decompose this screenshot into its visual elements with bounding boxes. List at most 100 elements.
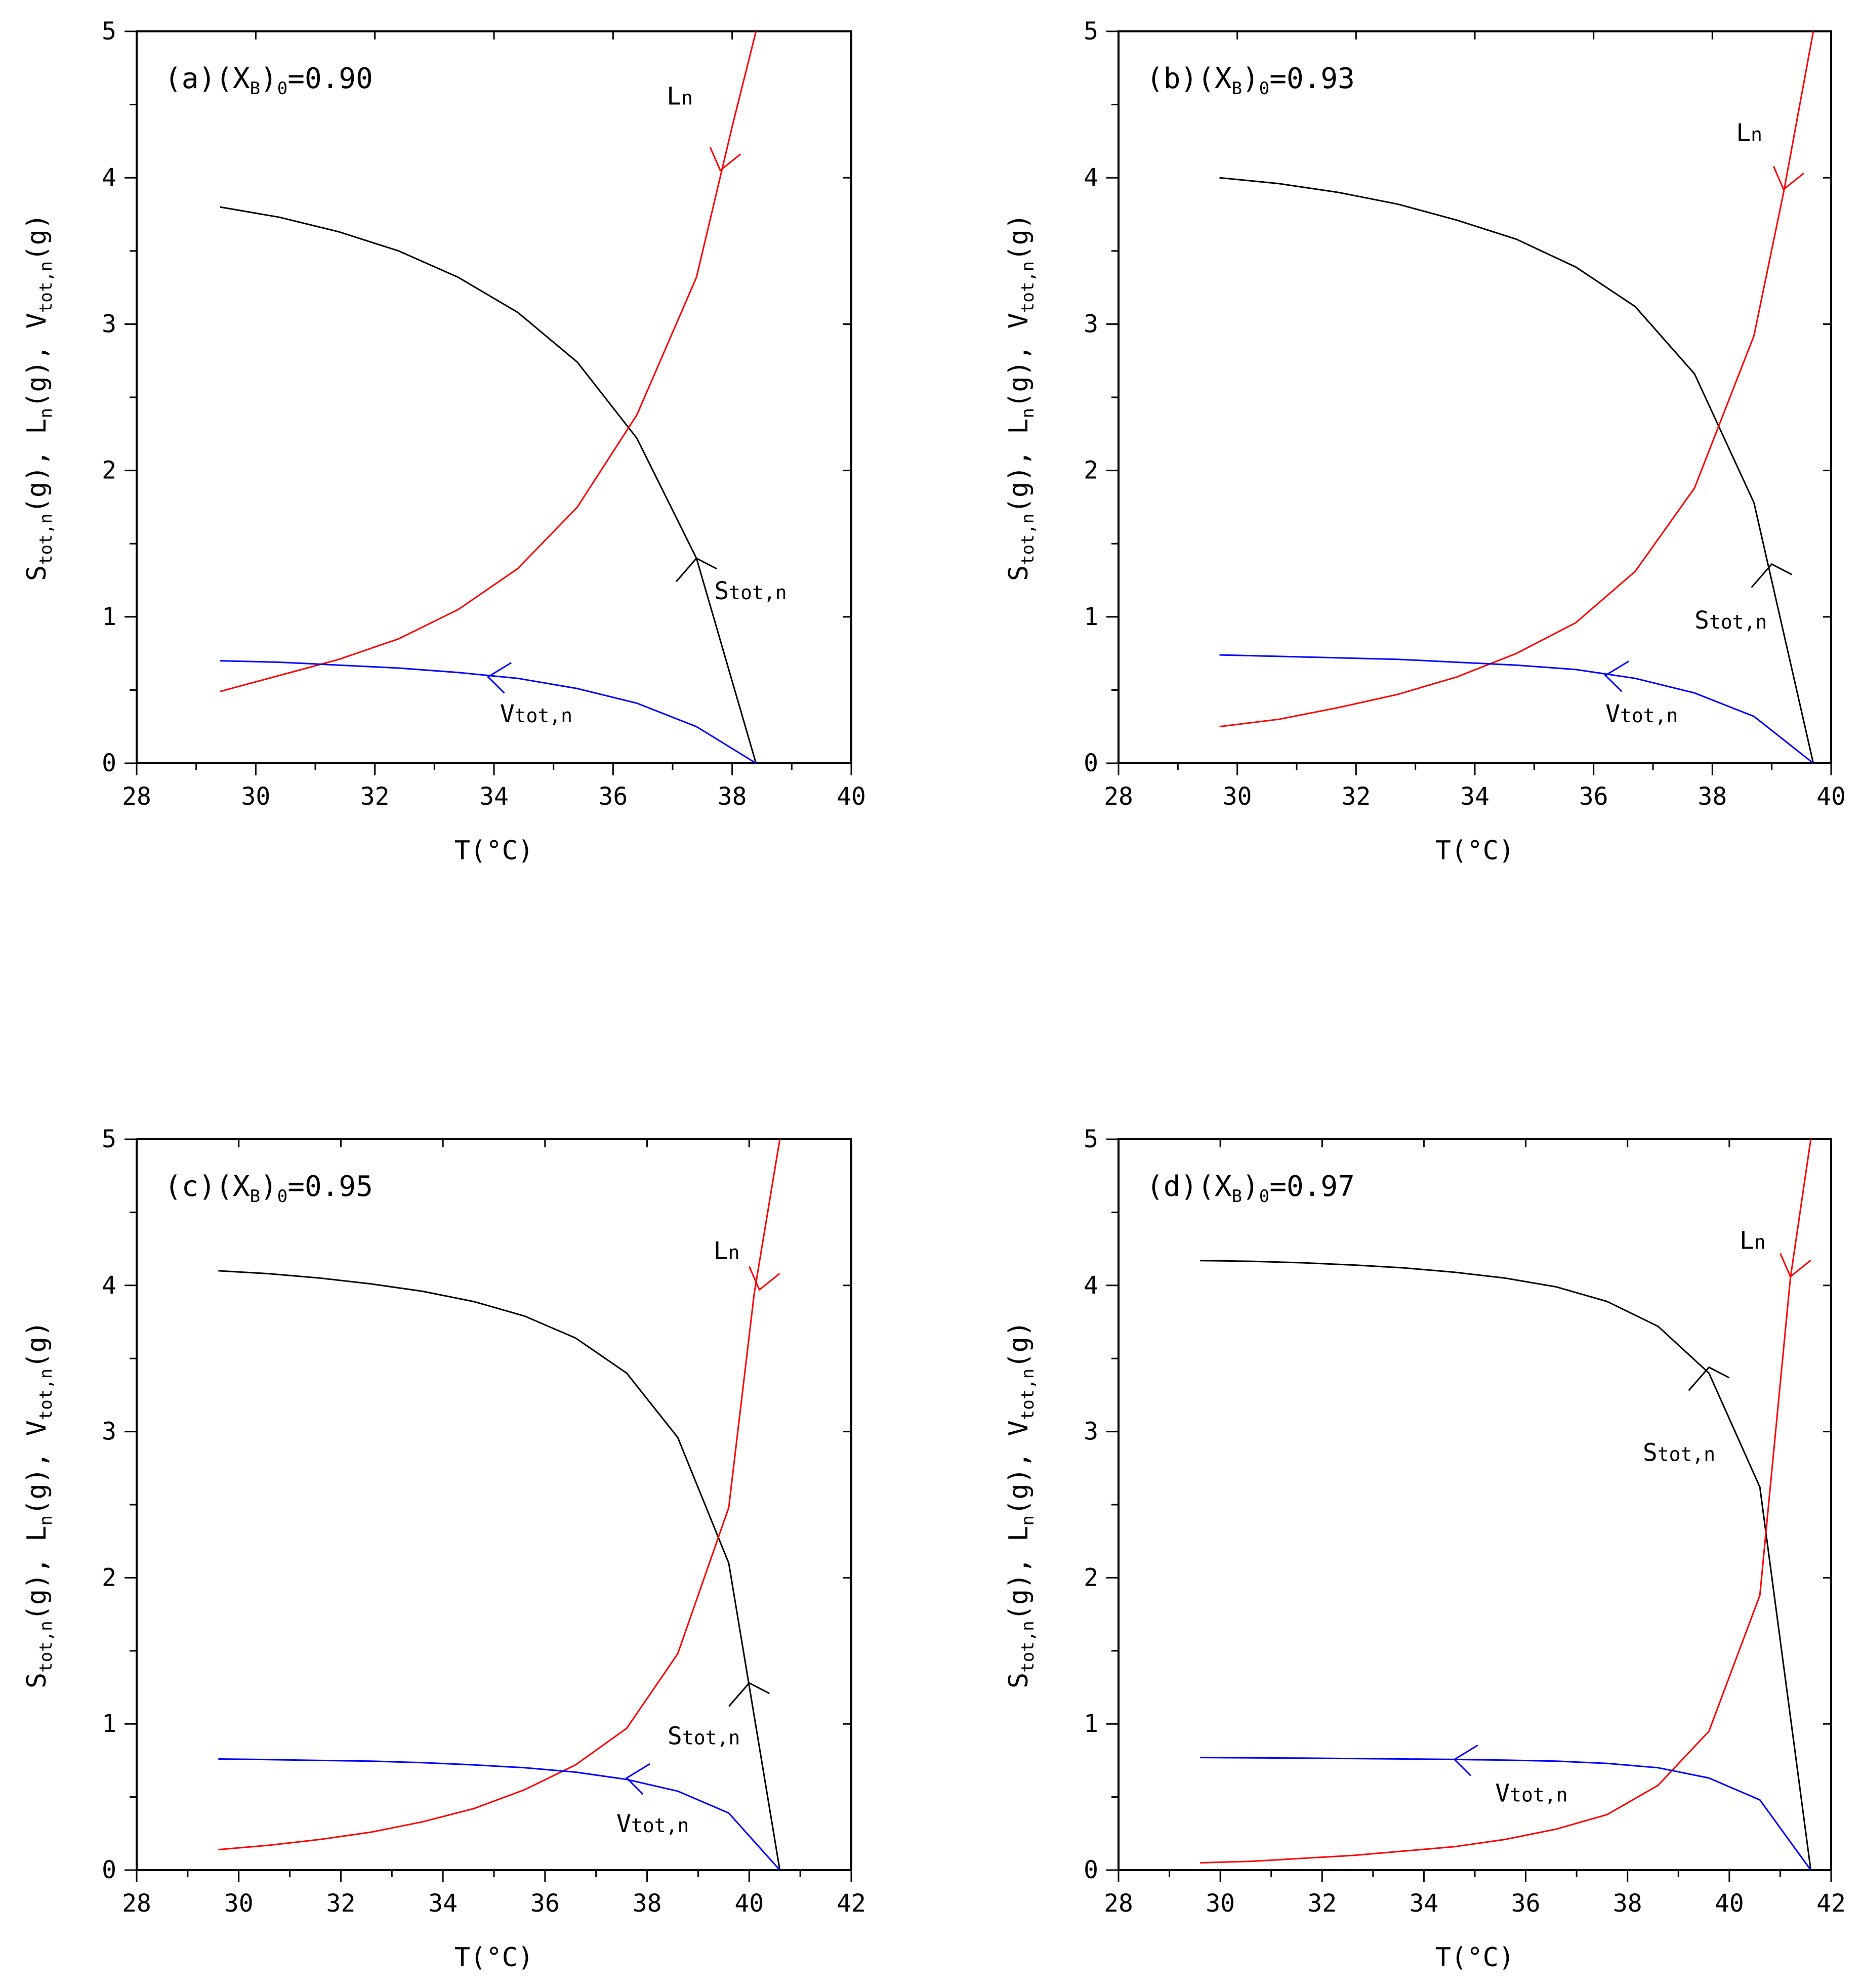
curve-label-ln: Ln — [1740, 1227, 1766, 1255]
y-tick-label: 0 — [102, 1856, 116, 1884]
series-arrow-vtotn — [1604, 660, 1629, 692]
x-axis-label: T(°C) — [1435, 1942, 1515, 1973]
y-tick-label: 5 — [102, 1125, 116, 1153]
y-tick-label: 2 — [102, 457, 116, 485]
x-tick-label: 30 — [1206, 1889, 1235, 1918]
curve-label-ln: Ln — [667, 82, 693, 111]
curve-label-vtotn: Vtot,n — [1495, 1779, 1567, 1807]
curve-label-stotn: Stot,n — [714, 577, 787, 605]
curve-label-stotn: Stot,n — [668, 1722, 740, 1751]
y-tick-label: 3 — [1084, 310, 1098, 338]
y-tick-label: 1 — [102, 603, 116, 631]
y-tick-label: 4 — [102, 1271, 116, 1300]
x-axis-label: T(°C) — [454, 836, 534, 866]
series-line-ln — [218, 1139, 781, 1851]
series-arrow-ln — [1780, 1253, 1811, 1278]
y-tick-label: 2 — [1084, 1563, 1098, 1592]
panel-condition-label: (b)(XB)0=0.93 — [1146, 62, 1355, 99]
series-line-ln — [1199, 1139, 1812, 1864]
curve-label-stotn: Stot,n — [1694, 606, 1767, 635]
series-line-vtotn — [1199, 1757, 1812, 1871]
series-arrow-vtotn — [625, 1763, 651, 1795]
series-line-ln — [1219, 31, 1814, 728]
y-tick-label: 3 — [102, 310, 116, 338]
y-tick-label: 2 — [1084, 457, 1098, 485]
curve-label-ln: Ln — [714, 1237, 740, 1265]
curve-label-vtotn: Vtot,n — [500, 700, 572, 728]
x-tick-label: 38 — [1698, 782, 1727, 811]
x-tick-label: 38 — [633, 1889, 662, 1918]
panel-condition-label: (d)(XB)0=0.97 — [1146, 1170, 1355, 1207]
series-arrow-stotn — [1751, 563, 1793, 588]
y-tick-label: 1 — [1084, 1710, 1098, 1738]
series-arrow-vtotn — [486, 662, 512, 694]
series-arrow-stotn — [1688, 1366, 1730, 1391]
plot-frame — [136, 1138, 852, 1871]
x-tick-label: 38 — [1613, 1889, 1642, 1918]
y-tick-label: 5 — [102, 17, 116, 46]
x-tick-label: 30 — [224, 1889, 254, 1918]
curve-label-stotn: Stot,n — [1643, 1438, 1715, 1467]
x-tick-label: 34 — [1410, 1889, 1439, 1918]
y-tick-label: 5 — [1084, 17, 1098, 46]
series-arrow-stotn — [675, 557, 717, 583]
x-tick-label: 32 — [326, 1889, 356, 1918]
plot-frame — [1118, 30, 1832, 764]
x-tick-label: 36 — [1511, 1889, 1541, 1918]
x-tick-label: 32 — [1307, 1889, 1337, 1918]
panel-condition-label: (c)(XB)0=0.95 — [164, 1170, 373, 1207]
y-axis-label: Stot,n​(g), Ln​(g), Vtot,n​(g) — [1004, 214, 1038, 581]
y-axis-label: Stot,n​(g), Ln​(g), Vtot,n​(g) — [1004, 1321, 1038, 1688]
plot-frame — [136, 30, 852, 764]
y-tick-label: 5 — [1084, 1125, 1098, 1153]
y-tick-label: 1 — [1084, 603, 1098, 631]
x-tick-label: 28 — [122, 1889, 151, 1918]
series-arrow-ln — [709, 147, 741, 172]
series-line-stotn — [1199, 1260, 1812, 1871]
x-axis-label: T(°C) — [454, 1942, 534, 1973]
x-tick-label: 28 — [1104, 782, 1133, 811]
x-tick-label: 36 — [1579, 782, 1608, 811]
y-tick-label: 0 — [102, 749, 116, 777]
x-tick-label: 40 — [1715, 1889, 1744, 1918]
x-axis-label: T(°C) — [1435, 836, 1515, 866]
y-tick-label: 4 — [102, 163, 116, 192]
y-tick-label: 2 — [102, 1563, 116, 1592]
series-line-stotn — [1219, 177, 1814, 764]
x-tick-label: 36 — [530, 1889, 560, 1918]
series-line-ln — [220, 31, 757, 692]
x-tick-label: 40 — [734, 1889, 764, 1918]
panel-condition-label: (a)(XB)0=0.90 — [164, 62, 373, 99]
curve-label-ln: Ln — [1736, 119, 1762, 147]
series-line-stotn — [218, 1270, 781, 1871]
y-tick-label: 1 — [102, 1710, 116, 1738]
x-tick-label: 36 — [598, 782, 628, 811]
x-tick-label: 40 — [1816, 782, 1846, 811]
x-tick-label: 40 — [837, 782, 866, 811]
x-tick-label: 32 — [360, 782, 390, 811]
series-arrow-vtotn — [1453, 1745, 1478, 1776]
y-tick-label: 0 — [1084, 1856, 1098, 1884]
y-axis-label: Stot,n​(g), Ln​(g), Vtot,n​(g) — [22, 1321, 56, 1688]
x-tick-label: 28 — [122, 782, 151, 811]
y-tick-label: 3 — [1084, 1418, 1098, 1446]
series-arrow-ln — [1772, 165, 1805, 191]
series-arrow-stotn — [728, 1682, 770, 1707]
y-tick-label: 3 — [102, 1418, 116, 1446]
x-tick-label: 28 — [1104, 1889, 1133, 1918]
y-tick-label: 4 — [1084, 163, 1098, 192]
y-axis-label: Stot,n​(g), Ln​(g), Vtot,n​(g) — [22, 214, 56, 581]
x-tick-label: 30 — [241, 782, 270, 811]
curve-label-vtotn: Vtot,n — [1605, 700, 1678, 728]
x-tick-label: 34 — [479, 782, 509, 811]
x-tick-label: 32 — [1341, 782, 1371, 811]
x-tick-label: 42 — [837, 1889, 866, 1918]
x-tick-label: 42 — [1816, 1889, 1846, 1918]
x-tick-label: 30 — [1223, 782, 1252, 811]
series-line-vtotn — [218, 1758, 780, 1871]
